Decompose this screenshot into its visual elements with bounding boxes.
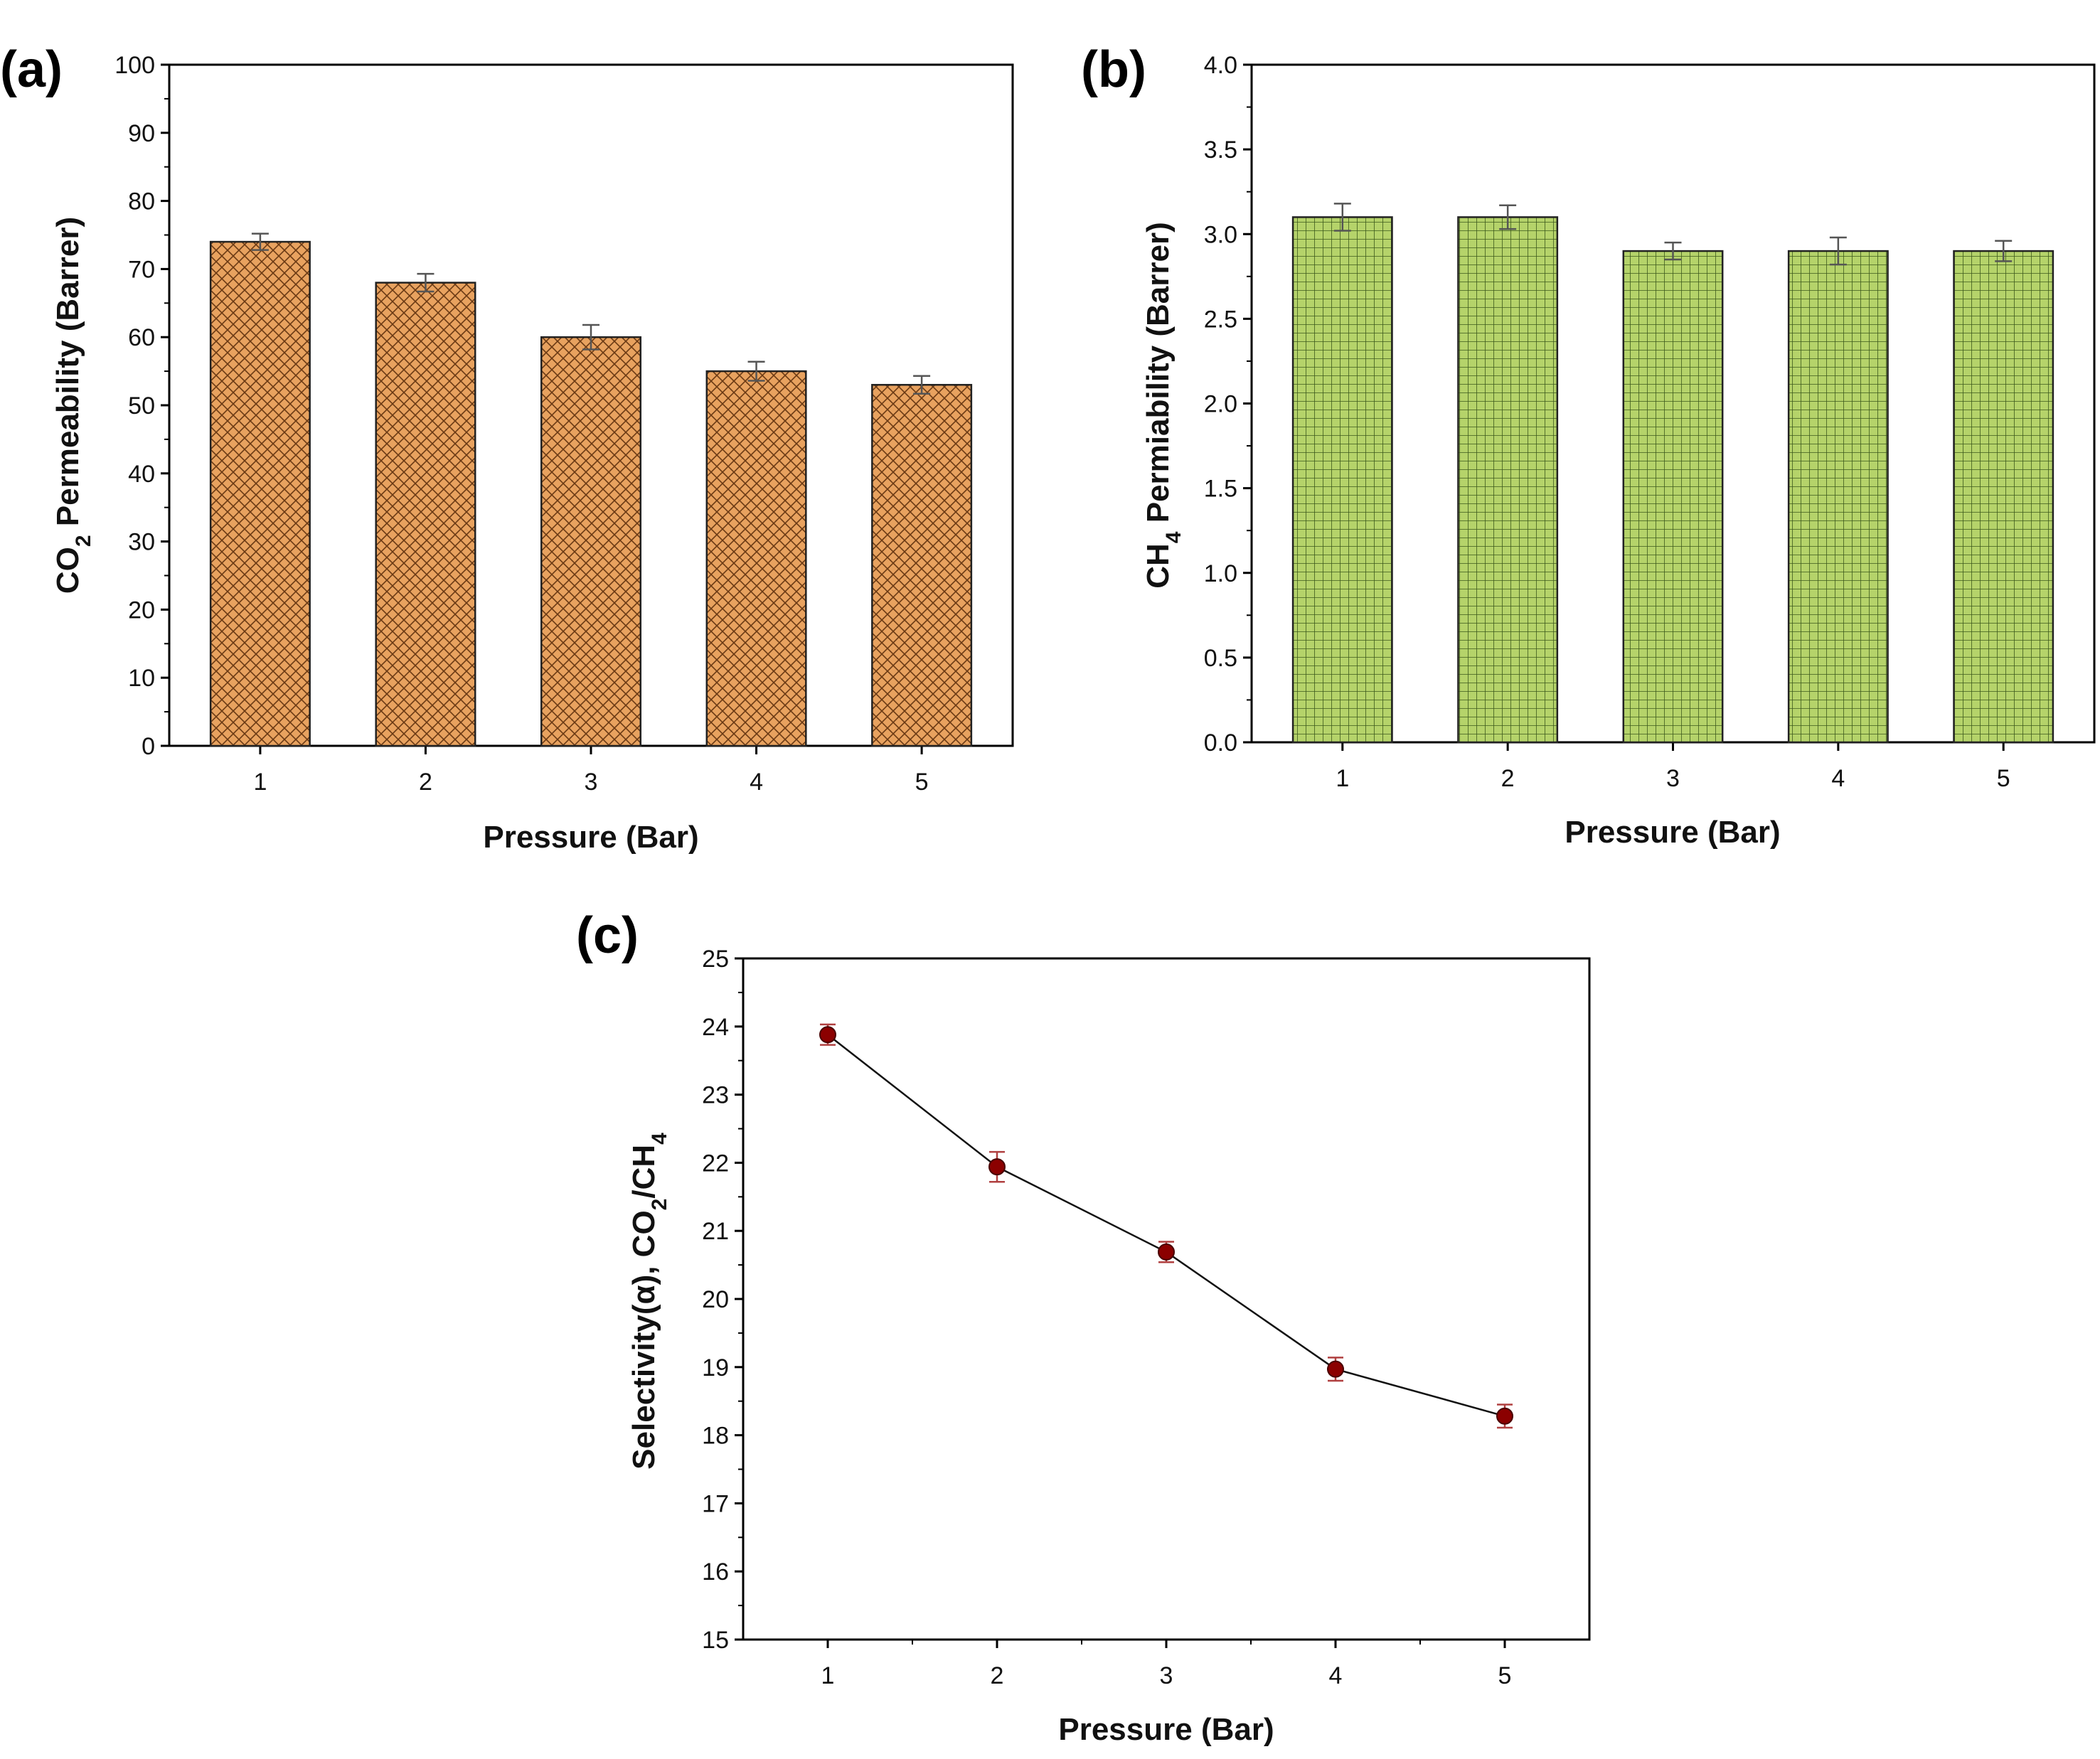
x-tick-label: 3 <box>585 769 598 796</box>
x-tick-label: 2 <box>419 769 432 796</box>
panel-c-y-title-sub: 2 <box>648 1199 671 1211</box>
x-tick-label: 2 <box>1501 765 1515 792</box>
data-point <box>1158 1243 1175 1261</box>
y-tick-label: 1.0 <box>1204 560 1237 587</box>
bar <box>1291 216 1393 744</box>
bar <box>540 336 642 747</box>
y-tick-label: 24 <box>702 1014 729 1041</box>
y-tick-label: 3.5 <box>1204 137 1237 164</box>
y-tick-label: 4.0 <box>1204 52 1237 79</box>
y-tick-label: 19 <box>702 1354 729 1381</box>
panel-a-y-axis-title: CO2 Permeability (Barrer) <box>50 217 95 594</box>
panel-c-x-axis: 1 2 3 4 5 <box>821 1640 1512 1689</box>
y-tick-label: 15 <box>702 1627 729 1654</box>
panel-b-y-axis: 0.0 0.5 1.0 1.5 2.0 2.5 3.0 3.5 4.0 <box>1204 52 1252 756</box>
y-tick-label: 100 <box>114 52 155 79</box>
x-tick-label: 4 <box>750 769 763 796</box>
x-tick-label: 1 <box>1336 765 1349 792</box>
x-tick-label: 5 <box>915 769 929 796</box>
y-tick-label: 18 <box>702 1423 729 1450</box>
panel-c-y-axis: 15 16 17 18 19 20 21 22 23 24 25 <box>702 946 743 1654</box>
y-tick-label: 90 <box>128 120 155 147</box>
panel-a-y-axis: 0 10 20 30 40 50 60 70 80 90 100 <box>114 52 169 760</box>
bar <box>1787 250 1889 744</box>
panel-c-plot-frame <box>742 957 1591 1641</box>
y-tick-label: 25 <box>702 946 729 973</box>
x-tick-label: 4 <box>1329 1662 1343 1689</box>
y-tick-label: 0.0 <box>1204 729 1237 756</box>
data-point <box>1327 1360 1344 1378</box>
panel-b-x-axis-title: Pressure (Bar) <box>1565 815 1780 850</box>
y-tick-label: 2.5 <box>1204 306 1237 333</box>
bar <box>1457 216 1559 744</box>
y-tick-label: 50 <box>128 392 155 419</box>
y-tick-label: 20 <box>128 597 155 624</box>
panel-b-y-title-sub: 4 <box>1162 531 1185 543</box>
bar <box>209 240 311 747</box>
panel-b: (b) 0.0 0.5 1.0 1.5 2.0 2.5 3.0 3.5 4.0 1 2 3 4 5 Pr… <box>1081 41 2096 850</box>
y-tick-label: 30 <box>128 529 155 556</box>
panel-b-bars <box>1291 203 2054 744</box>
x-tick-label: 5 <box>1997 765 2010 792</box>
data-point <box>988 1158 1006 1176</box>
y-tick-label: 10 <box>128 665 155 692</box>
y-tick-label: 16 <box>702 1558 729 1586</box>
y-tick-label: 3.0 <box>1204 221 1237 248</box>
bar <box>1622 250 1724 744</box>
y-tick-label: 0 <box>142 733 155 760</box>
series-line <box>827 1034 1505 1417</box>
x-tick-label: 3 <box>1666 765 1680 792</box>
panel-a-label: (a) <box>0 41 63 98</box>
data-point <box>819 1026 836 1044</box>
y-tick-label: 70 <box>128 256 155 283</box>
panel-b-y-title-pre: CH <box>1141 543 1176 589</box>
data-point <box>1496 1407 1513 1425</box>
panel-b-y-title-post: Permiability (Barrer) <box>1141 222 1176 531</box>
x-tick-label: 2 <box>991 1662 1004 1689</box>
y-tick-label: 22 <box>702 1150 729 1177</box>
panel-b-y-axis-title: CH4 Permiability (Barrer) <box>1141 222 1185 589</box>
panel-c-x-axis-title: Pressure (Bar) <box>1058 1712 1274 1747</box>
panel-a-y-title-post: Permeability (Barrer) <box>50 217 85 535</box>
panel-a-x-axis: 1 2 3 4 5 <box>253 746 929 796</box>
panel-a-bars <box>209 232 973 747</box>
bar <box>1953 250 2054 744</box>
y-tick-label: 40 <box>128 461 155 488</box>
panel-a-y-title-pre: CO <box>50 547 85 594</box>
bar <box>375 282 476 747</box>
panel-a-y-title-sub: 2 <box>72 535 95 547</box>
panel-a-x-axis-title: Pressure (Bar) <box>483 820 698 855</box>
x-tick-label: 4 <box>1831 765 1845 792</box>
panel-c-y-title-pre: Selectivity(α), CO <box>627 1210 661 1469</box>
y-tick-label: 17 <box>702 1490 729 1517</box>
y-tick-label: 60 <box>128 324 155 351</box>
panel-b-label: (b) <box>1081 41 1146 98</box>
panel-b-x-axis: 1 2 3 4 5 <box>1336 742 2010 792</box>
panel-a: (a) 0 10 20 30 40 50 60 70 80 90 100 1 2 3 4 5 Pressur… <box>0 41 1014 855</box>
bar <box>705 370 807 747</box>
x-tick-label: 1 <box>821 1662 835 1689</box>
panel-c-series <box>819 1023 1513 1429</box>
panel-c-y-title-mid: /CH <box>627 1145 661 1199</box>
y-tick-label: 20 <box>702 1286 729 1313</box>
y-tick-label: 0.5 <box>1204 645 1237 672</box>
x-tick-label: 1 <box>253 769 267 796</box>
y-tick-label: 23 <box>702 1082 729 1109</box>
y-tick-label: 21 <box>702 1218 729 1245</box>
bar <box>871 384 973 747</box>
x-tick-label: 3 <box>1160 1662 1173 1689</box>
y-tick-label: 2.0 <box>1204 391 1237 418</box>
panel-c-label: (c) <box>576 907 639 964</box>
y-tick-label: 80 <box>128 188 155 215</box>
panel-c-y-title-sub2: 4 <box>648 1133 671 1145</box>
x-tick-label: 5 <box>1498 1662 1512 1689</box>
y-tick-label: 1.5 <box>1204 476 1237 503</box>
panel-c-y-axis-title: Selectivity(α), CO2/CH4 <box>627 1133 671 1470</box>
